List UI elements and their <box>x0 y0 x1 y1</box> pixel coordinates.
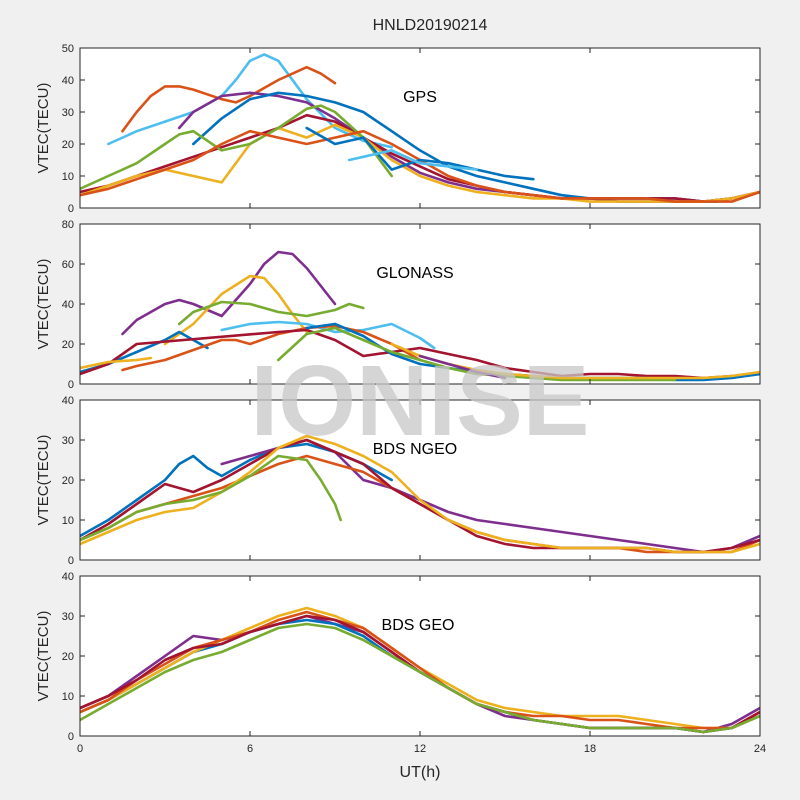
y-tick-label: 50 <box>62 43 74 55</box>
series-line <box>305 126 535 181</box>
series-group-0 <box>80 53 760 203</box>
y-tick-label: 40 <box>62 299 74 311</box>
series-line <box>163 274 309 346</box>
series-group-3 <box>80 606 760 734</box>
y-tick-label: 60 <box>62 259 74 271</box>
panel-3: 0 10 20 30 40 0 6 12 18 24 VTEC(TECU) BDS GEO <box>35 571 766 755</box>
panel-2: 0 10 20 30 40 VTEC(TECU) BDS NGEO <box>35 395 761 567</box>
y-tick-label: 40 <box>62 395 74 407</box>
y-tick-label: 40 <box>62 75 74 87</box>
series-line <box>220 320 436 350</box>
plot-area-2 <box>80 400 760 560</box>
y-tick-label: 0 <box>68 203 74 215</box>
x-tick-label: 6 <box>247 743 253 755</box>
y-tick-label: 10 <box>62 171 74 183</box>
series-line <box>276 326 677 382</box>
panel-label: GLONASS <box>376 265 453 282</box>
series-line <box>121 65 337 133</box>
x-tick-label: 18 <box>584 743 596 755</box>
panel-label: BDS GEO <box>382 617 455 634</box>
y-axis-label: VTEC(TECU) <box>35 259 52 350</box>
panel-0: 0 10 20 30 40 50 VTEC(TECU) GPS <box>35 43 761 215</box>
panel-1: 0 20 40 60 80 VTEC(TECU) GLONASS <box>35 219 761 391</box>
x-tick-label: 12 <box>414 743 426 755</box>
y-tick-label: 10 <box>62 515 74 527</box>
y-axis-label: VTEC(TECU) <box>35 435 52 526</box>
series-line <box>418 354 507 380</box>
y-tick-label: 20 <box>62 475 74 487</box>
y-tick-label: 20 <box>62 651 74 663</box>
panel-label: BDS NGEO <box>373 441 457 458</box>
series-group-1 <box>80 250 760 382</box>
y-tick-label: 30 <box>62 611 74 623</box>
y-tick-label: 0 <box>68 731 74 743</box>
x-axis-label: UT(h) <box>400 764 441 781</box>
panel-label: GPS <box>403 89 437 106</box>
series-group-2 <box>80 434 760 554</box>
watermark: IONISE <box>251 345 590 457</box>
series-line <box>177 300 365 326</box>
plot-area-0 <box>80 48 760 208</box>
x-tick-label: 0 <box>77 743 83 755</box>
y-tick-label: 40 <box>62 571 74 583</box>
series-line <box>80 356 153 370</box>
y-tick-label: 30 <box>62 435 74 447</box>
series-line <box>107 53 394 149</box>
y-tick-label: 20 <box>62 339 74 351</box>
y-tick-label: 80 <box>62 219 74 231</box>
plot-area-3 <box>80 576 760 736</box>
y-tick-label: 20 <box>62 139 74 151</box>
series-line <box>121 324 422 372</box>
series-line <box>121 250 337 336</box>
series-line <box>80 328 760 380</box>
series-line <box>80 104 394 191</box>
y-tick-label: 10 <box>62 691 74 703</box>
series-line <box>80 123 760 203</box>
y-axis-label: VTEC(TECU) <box>35 611 52 702</box>
series-line <box>347 149 479 171</box>
x-tick-label: 24 <box>754 743 766 755</box>
y-axis-label: VTEC(TECU) <box>35 83 52 174</box>
series-line <box>80 454 343 542</box>
y-tick-label: 30 <box>62 107 74 119</box>
series-line <box>80 434 760 554</box>
y-tick-label: 0 <box>68 555 74 567</box>
y-tick-label: 0 <box>68 379 74 391</box>
figure-title: HNLD20190214 <box>373 17 488 34</box>
series-line <box>80 622 760 734</box>
